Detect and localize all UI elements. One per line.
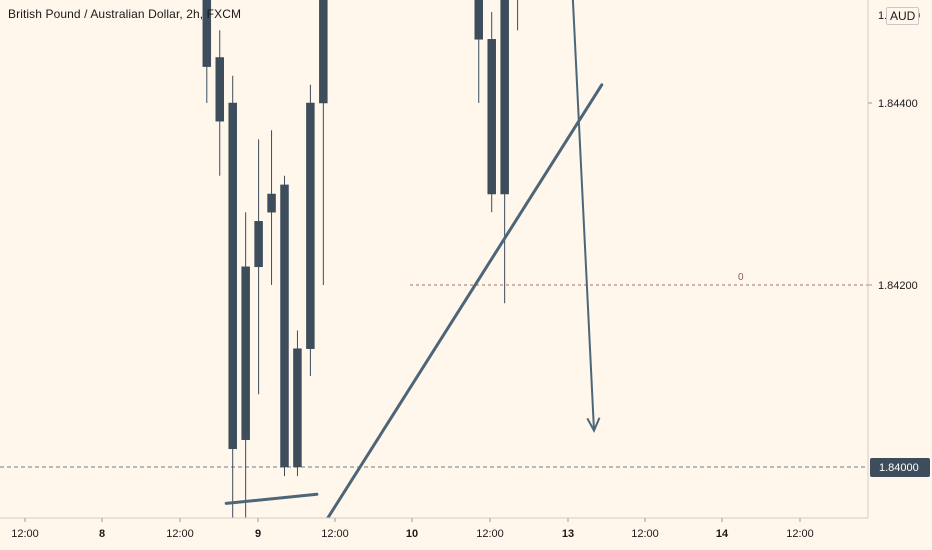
- candle-body: [267, 193, 276, 213]
- candle: [474, 0, 483, 103]
- candle: [319, 0, 328, 285]
- trendlines: [224, 83, 604, 550]
- candle-body: [293, 348, 302, 468]
- candle-body: [254, 221, 263, 268]
- chart-title: British Pound / Australian Dollar, 2h, F…: [8, 7, 242, 21]
- candle-body: [280, 184, 289, 468]
- time-tick-label: 14: [716, 528, 729, 540]
- candle: [500, 0, 509, 304]
- time-tick-label: 13: [562, 528, 574, 540]
- level-price-badge: [870, 458, 930, 477]
- candle-body: [487, 39, 496, 195]
- fibonacci-retracement: 10.733333330.6180: [410, 272, 868, 286]
- candle: [306, 84, 315, 376]
- currency-label[interactable]: AUD: [886, 7, 920, 25]
- time-tick-label: 12:00: [476, 528, 504, 540]
- time-tick-label: 12:00: [786, 528, 814, 540]
- time-tick-label: 12:00: [166, 528, 194, 540]
- trendline: [305, 83, 604, 550]
- candle-body: [319, 0, 328, 104]
- candle-body: [202, 0, 212, 67]
- candle: [267, 130, 276, 285]
- time-tick-label: 10: [406, 528, 418, 540]
- candle: [517, 0, 519, 31]
- time-tick-label: 12:00: [321, 528, 349, 540]
- candle: [293, 330, 302, 477]
- fib-level-label: 0: [738, 272, 744, 283]
- level-price-label: 1.84000: [879, 462, 919, 474]
- candle-body: [306, 102, 315, 349]
- candle: [228, 75, 237, 522]
- projection-arrow-head: [586, 417, 601, 433]
- candle: [280, 175, 289, 477]
- projection-arrow-shaft: [571, 0, 596, 431]
- candle: [241, 212, 250, 522]
- candle-body: [474, 0, 483, 40]
- candle-body: [500, 0, 509, 195]
- reference-lines: [0, 466, 868, 468]
- candle: [487, 12, 496, 213]
- time-tick-label: 12:00: [631, 528, 659, 540]
- time-axis-panel: [0, 518, 932, 550]
- trendline: [224, 492, 319, 505]
- time-tick-label: 8: [99, 528, 105, 540]
- time-tick-label: 9: [255, 528, 261, 540]
- candle-body: [241, 266, 250, 440]
- time-tick-label: 12:00: [11, 528, 39, 540]
- candle: [202, 0, 212, 103]
- candle-body: [215, 57, 224, 122]
- candle-body: [228, 102, 237, 450]
- price-tick-label: 1.84200: [878, 280, 918, 292]
- candle: [254, 139, 263, 395]
- price-tick-label: 1.84400: [878, 98, 918, 110]
- projection-arrow: [571, 0, 601, 433]
- candle: [215, 30, 224, 176]
- candlestick-series: [202, 0, 519, 522]
